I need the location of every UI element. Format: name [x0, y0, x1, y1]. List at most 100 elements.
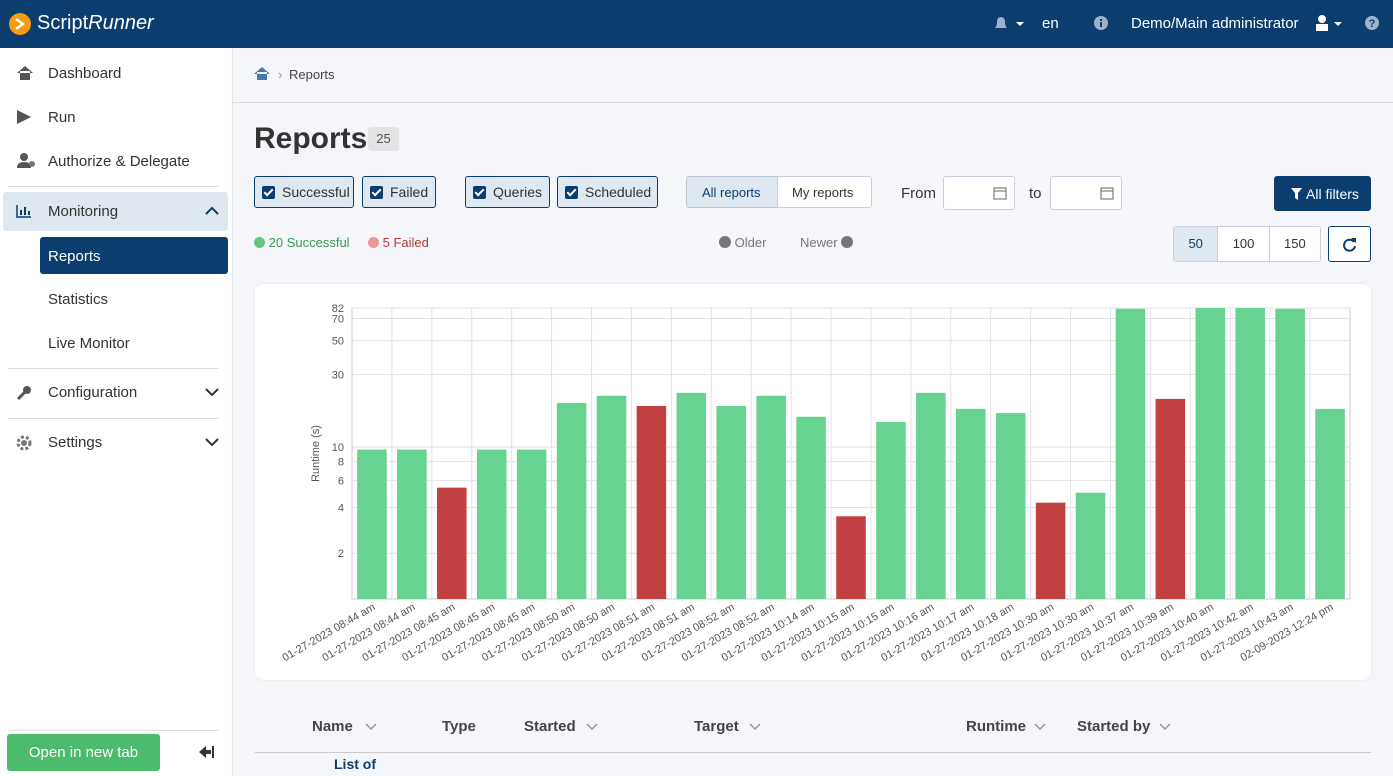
chart-card: 2 4 6 8 10 30 50 70 82 Runtime (s) 01-27-2023 08:4…	[255, 284, 1371, 680]
nav-statistics[interactable]: Statistics	[48, 291, 109, 308]
breadcrumb[interactable]: Reports	[289, 67, 335, 82]
to-input[interactable]	[1050, 176, 1122, 210]
page-title: Reports	[254, 122, 368, 155]
filter-failed[interactable]: Failed	[362, 176, 436, 208]
page-size-group: 50 100 150	[1173, 226, 1321, 262]
bar	[636, 405, 667, 599]
breadcrumb-home[interactable]	[253, 66, 271, 81]
bar	[1115, 308, 1146, 599]
page-size[interactable]: 100	[1218, 227, 1270, 261]
open-new-tab-label: Open in new tab	[28, 744, 139, 761]
bar	[916, 392, 946, 599]
bar	[516, 449, 547, 599]
nav-reports-bg	[40, 237, 228, 274]
filter-label: Successful	[282, 184, 350, 200]
scope-label: All reports	[702, 184, 761, 200]
bar	[836, 516, 866, 599]
top-bar: ScriptRunner en Demo/Main administrator …	[0, 0, 1393, 48]
page-size[interactable]: 150	[1283, 236, 1306, 251]
user-menu[interactable]	[1314, 14, 1344, 34]
bar	[596, 395, 627, 599]
bar	[1235, 308, 1265, 599]
sidebar: Dashboard Run Authorize & Delegate Monit…	[0, 48, 233, 776]
summary-text: 20 Successful	[268, 235, 350, 250]
scope-all[interactable]: All reports	[686, 176, 778, 208]
bar	[756, 395, 786, 599]
sort-chevrons	[365, 723, 1171, 731]
bar	[1275, 308, 1305, 599]
column-header: Type	[442, 718, 476, 735]
y-tick-label: 50	[332, 336, 344, 348]
summary-successful: 20 Successful	[254, 235, 350, 250]
bar	[1155, 398, 1186, 599]
column-header[interactable]: Target	[694, 718, 739, 735]
page-size[interactable]: 50	[1174, 227, 1219, 261]
wrench-icon	[16, 386, 31, 401]
nav-reports[interactable]: Reports	[48, 248, 101, 265]
filter-label: Queries	[493, 184, 543, 200]
open-new-tab[interactable]: Open in new tab	[7, 734, 160, 771]
row-name[interactable]: List of	[334, 756, 376, 772]
refresh[interactable]	[1328, 226, 1371, 262]
older[interactable]: Older	[719, 235, 766, 250]
brand-italic: Runner	[88, 12, 154, 34]
svg-text:?: ?	[1369, 18, 1376, 30]
nav-monitoring[interactable]: Monitoring	[48, 203, 119, 220]
nav-live-monitor[interactable]: Live Monitor	[48, 335, 130, 352]
filter-scheduled[interactable]: Scheduled	[557, 176, 658, 208]
from-label: From	[901, 185, 936, 202]
notifications[interactable]	[992, 15, 1026, 33]
nav-authorize[interactable]: Authorize & Delegate	[48, 153, 190, 170]
nav-configuration[interactable]: Configuration	[48, 384, 138, 401]
column-header[interactable]: Runtime	[966, 718, 1026, 735]
nav-settings[interactable]: Settings	[48, 434, 103, 451]
summary-text: 5 Failed	[382, 235, 429, 250]
filter-label: Scheduled	[585, 184, 652, 200]
column-header[interactable]: Started	[524, 718, 576, 735]
nav-dashboard[interactable]: Dashboard	[48, 65, 122, 82]
y-tick-label: 8	[338, 457, 344, 469]
y-tick-label: 10	[332, 442, 344, 454]
filter-label: Failed	[390, 184, 429, 200]
y-axis-label: Runtime (s)	[310, 425, 322, 482]
column-header[interactable]: Started by	[1077, 718, 1151, 735]
newer[interactable]: Newer	[800, 235, 854, 250]
bar	[1315, 408, 1345, 599]
newer-label: Newer	[800, 235, 838, 250]
filter-queries[interactable]: Queries	[465, 176, 550, 208]
help-icon[interactable]: ?	[1364, 15, 1380, 31]
y-tick-label: 82	[332, 303, 344, 315]
all-filters[interactable]: All filters	[1274, 176, 1371, 211]
bar	[476, 449, 507, 599]
count-badge: 25	[368, 127, 399, 151]
home-icon	[17, 66, 33, 80]
to-label: to	[1029, 185, 1042, 202]
nav-run[interactable]: Run	[48, 109, 76, 126]
scope-mine[interactable]: My reports	[777, 176, 872, 208]
bar	[716, 405, 747, 599]
summary-failed: 5 Failed	[368, 235, 429, 250]
chevron-down	[205, 438, 219, 447]
y-tick-label: 2	[338, 548, 344, 560]
brand-text: Script	[37, 12, 89, 34]
bar	[1075, 492, 1106, 599]
y-tick-label: 6	[338, 476, 344, 488]
user-name[interactable]: Demo/Main administrator	[1131, 15, 1299, 32]
brand: ScriptRunner	[37, 12, 154, 35]
collapse-icon[interactable]	[197, 745, 215, 759]
bar	[357, 449, 387, 599]
y-tick-label: 4	[338, 502, 344, 514]
scope-label: My reports	[792, 184, 854, 200]
bar	[1195, 308, 1226, 599]
bar	[995, 413, 1026, 599]
info-icon[interactable]	[1093, 15, 1109, 31]
y-tick-label: 30	[332, 369, 344, 381]
from-input[interactable]	[943, 176, 1015, 210]
language[interactable]: en	[1042, 15, 1059, 32]
filter-successful[interactable]: Successful	[254, 176, 354, 208]
column-header[interactable]: Name	[312, 718, 353, 735]
bar	[676, 392, 707, 599]
bar	[955, 408, 986, 599]
